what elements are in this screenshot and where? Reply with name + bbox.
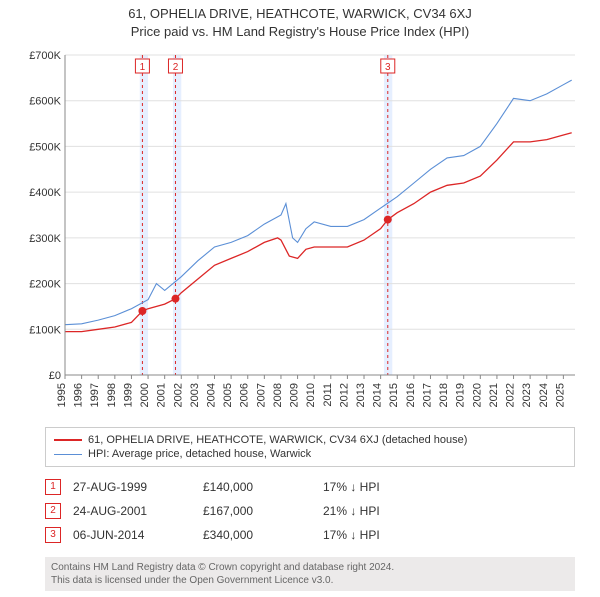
x-axis-label: 2019 xyxy=(455,383,467,407)
sales-table: 127-AUG-1999£140,00017% ↓ HPI224-AUG-200… xyxy=(45,475,575,547)
sales-row: 2 24-AUG-2001£167,00021% ↓ HPI xyxy=(45,499,575,523)
legend-item: 61, OPHELIA DRIVE, HEATHCOTE, WARWICK, C… xyxy=(54,433,566,447)
legend-item: HPI: Average price, detached house, Warw… xyxy=(54,447,566,461)
sales-row: 3 06-JUN-2014£340,00017% ↓ HPI xyxy=(45,523,575,547)
sale-dot xyxy=(384,216,392,224)
x-axis-label: 2002 xyxy=(172,383,184,407)
x-axis-label: 2011 xyxy=(322,383,334,407)
y-axis-label: £200K xyxy=(29,279,61,291)
page: 61, OPHELIA DRIVE, HEATHCOTE, WARWICK, C… xyxy=(0,6,600,591)
x-axis-label: 2022 xyxy=(505,383,517,407)
footer: Contains HM Land Registry data © Crown c… xyxy=(45,557,575,591)
y-axis-label: £700K xyxy=(29,50,61,62)
x-axis-label: 2014 xyxy=(372,383,384,407)
x-axis-label: 2024 xyxy=(538,383,550,407)
sale-delta: 21% ↓ HPI xyxy=(323,504,443,518)
legend: 61, OPHELIA DRIVE, HEATHCOTE, WARWICK, C… xyxy=(45,427,575,467)
x-axis-label: 2005 xyxy=(222,383,234,407)
sale-price: £340,000 xyxy=(203,528,323,542)
x-axis-label: 2008 xyxy=(272,383,284,407)
sale-badge: 2 xyxy=(45,503,61,519)
x-axis-label: 1998 xyxy=(106,383,118,407)
y-axis-label: £100K xyxy=(29,324,61,336)
sales-row: 1 27-AUG-1999£140,00017% ↓ HPI xyxy=(45,475,575,499)
x-axis-label: 2010 xyxy=(305,383,317,407)
marker-badge-label: 2 xyxy=(173,62,179,73)
x-axis-label: 1997 xyxy=(89,383,101,407)
x-axis-label: 2025 xyxy=(554,383,566,407)
x-axis-label: 1996 xyxy=(73,383,85,407)
legend-swatch xyxy=(54,439,82,441)
sale-date: 27-AUG-1999 xyxy=(73,480,203,494)
sale-badge: 1 xyxy=(45,479,61,495)
y-axis-label: £0 xyxy=(49,370,61,382)
sale-price: £167,000 xyxy=(203,504,323,518)
chart-subtitle: Price paid vs. HM Land Registry's House … xyxy=(0,24,600,39)
x-axis-label: 2018 xyxy=(438,383,450,407)
sale-delta: 17% ↓ HPI xyxy=(323,528,443,542)
x-axis-label: 2000 xyxy=(139,383,151,407)
x-axis-label: 1999 xyxy=(122,383,134,407)
sale-dot xyxy=(171,295,179,303)
sale-badge: 3 xyxy=(45,527,61,543)
legend-label: 61, OPHELIA DRIVE, HEATHCOTE, WARWICK, C… xyxy=(88,434,467,446)
y-axis-label: £300K xyxy=(29,233,61,245)
sale-delta: 17% ↓ HPI xyxy=(323,480,443,494)
chart-title: 61, OPHELIA DRIVE, HEATHCOTE, WARWICK, C… xyxy=(0,6,600,21)
marker-badge-label: 1 xyxy=(140,62,146,73)
highlight-band xyxy=(173,55,181,375)
x-axis-label: 2016 xyxy=(405,383,417,407)
sale-date: 06-JUN-2014 xyxy=(73,528,203,542)
sale-price: £140,000 xyxy=(203,480,323,494)
y-axis-label: £400K xyxy=(29,187,61,199)
x-axis-label: 2012 xyxy=(338,383,350,407)
highlight-band xyxy=(140,55,148,375)
x-axis-label: 2013 xyxy=(355,383,367,407)
chart: £0 £100K £200K £300K £400K £500K £600K £700K 1 2 3… xyxy=(25,47,585,417)
legend-label: HPI: Average price, detached house, Warw… xyxy=(88,448,311,460)
footer-line1: Contains HM Land Registry data © Crown c… xyxy=(51,561,569,574)
sale-date: 24-AUG-2001 xyxy=(73,504,203,518)
x-axis-label: 2023 xyxy=(521,383,533,407)
x-axis-label: 2004 xyxy=(206,383,218,407)
y-axis-label: £600K xyxy=(29,96,61,108)
x-axis-label: 2009 xyxy=(289,383,301,407)
x-axis-label: 2020 xyxy=(471,383,483,407)
x-axis-label: 2015 xyxy=(388,383,400,407)
sale-dot xyxy=(138,307,146,315)
x-axis-label: 2017 xyxy=(421,383,433,407)
x-axis-label: 2007 xyxy=(255,383,267,407)
footer-line2: This data is licensed under the Open Gov… xyxy=(51,574,569,587)
legend-swatch xyxy=(54,454,82,455)
x-axis-label: 2001 xyxy=(156,383,168,407)
x-axis-label: 2006 xyxy=(239,383,251,407)
x-axis-label: 1995 xyxy=(56,383,68,407)
y-axis-label: £500K xyxy=(29,141,61,153)
x-axis-label: 2003 xyxy=(189,383,201,407)
marker-badge-label: 3 xyxy=(385,62,391,73)
x-axis-label: 2021 xyxy=(488,383,500,407)
